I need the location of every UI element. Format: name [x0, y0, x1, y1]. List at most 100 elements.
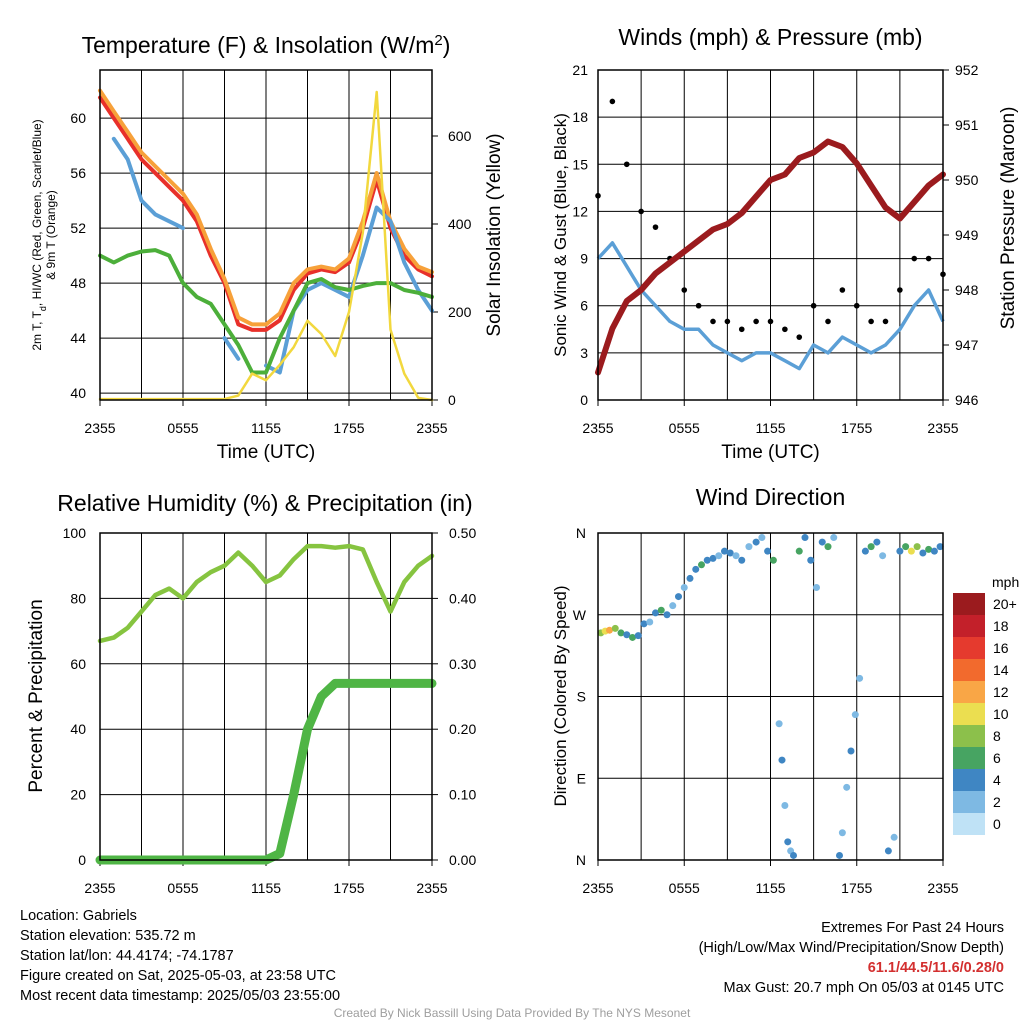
location-text: Location: Gabriels [20, 908, 137, 924]
dir-point [726, 549, 734, 557]
dir-point [732, 552, 740, 560]
wind-gust-point [681, 287, 688, 293]
wind-ytick-label: 18 [572, 109, 588, 125]
rh-ytick-label: 20 [70, 787, 86, 803]
extremes-title: Extremes For Past 24 Hours [821, 920, 1004, 936]
dir-xtick-label: 1755 [841, 880, 872, 896]
dir-ytick-label: E [577, 770, 586, 786]
dir-frame [597, 532, 944, 861]
legend-swatch [953, 637, 985, 659]
wind-ytick-label: 21 [572, 62, 588, 78]
dir-point [861, 547, 869, 555]
rh-ytick-label: 60 [70, 656, 86, 672]
legend-label: 2 [993, 794, 1001, 810]
legend-swatch [953, 593, 985, 615]
dir-point [824, 543, 832, 551]
wind-gust-point [911, 255, 918, 262]
wind-y2tick-label: 952 [955, 62, 979, 78]
temp-ytick-label: 56 [70, 165, 86, 181]
dir-point [709, 554, 717, 562]
dir-point [818, 538, 826, 546]
wind-gust-point [623, 161, 630, 168]
station-info: Location: Gabriels Station elevation: 53… [20, 906, 340, 1006]
wind-ytick-label: 3 [580, 345, 588, 361]
temp-xtick-label: 2355 [416, 420, 447, 436]
temp-xlabel: Time (UTC) [217, 442, 316, 463]
dir-point [867, 543, 875, 551]
wind-ytick-label: 6 [580, 298, 588, 314]
rh-ytick-label: 0 [78, 852, 86, 868]
rh-xtick-label: 1755 [333, 880, 364, 896]
temp-ylabel-sub: d [38, 306, 48, 311]
rh-xtick-label: 1155 [251, 880, 281, 896]
wind-ytick-label: 0 [580, 392, 588, 408]
wind-xtick-label: 2355 [582, 420, 613, 436]
dir-point [686, 574, 694, 582]
dir-point [692, 565, 700, 573]
dir-point [836, 851, 843, 859]
dir-point [721, 547, 728, 555]
wind-gust-point [724, 318, 731, 325]
legend-swatch [953, 813, 985, 835]
dir-point [652, 609, 659, 617]
created-text: Figure created on Sat, 2025-05-03, at 23… [20, 968, 336, 984]
dir-point [640, 620, 648, 628]
wind-gust-point [609, 98, 616, 105]
temp-ylabel: 2m T, Td, HI/WC (Red, Green, Scarlet/Blu… [30, 119, 58, 350]
recent-text: Most recent data timestamp: 2025/05/03 2… [20, 988, 341, 1004]
wind-ytick-label: 15 [572, 156, 588, 172]
wind-ytick-label: 12 [572, 203, 588, 219]
max-gust-text: Max Gust: 20.7 mph On 05/03 at 0145 UTC [723, 980, 1004, 996]
wind-gust-point [868, 318, 874, 325]
legend-label: 6 [993, 750, 1001, 766]
dir-point [617, 629, 625, 637]
temp-ylabel-line1: 2m T, T [30, 310, 44, 350]
dir-point [884, 847, 892, 855]
dir-point [873, 538, 881, 546]
dir-point [843, 783, 851, 791]
legend-label: 0 [993, 816, 1001, 832]
wind-y2tick-label: 948 [955, 282, 979, 298]
wind-y2tick-label: 951 [955, 117, 979, 133]
dir-title: Wind Direction [696, 484, 846, 510]
wind-gust-point [853, 302, 860, 309]
wind-gust-point [796, 334, 803, 340]
rh-frame [99, 532, 433, 861]
dir-point [745, 543, 753, 551]
rh-y2tick-label: 0.00 [449, 852, 476, 868]
dir-point [907, 547, 915, 555]
dir-point [663, 611, 671, 619]
rh-xtick-label: 2355 [84, 880, 115, 896]
pressure-line [595, 138, 946, 376]
dir-xtick-label: 1155 [755, 880, 785, 896]
legend-swatch [953, 681, 985, 703]
dir-xtick-label: 2355 [927, 880, 958, 896]
dir-ylabel: Direction (Colored By Speed) [551, 585, 570, 806]
temp-title-text: Temperature (F) & Insolation (W/m [82, 32, 435, 58]
dir-point [919, 549, 927, 557]
wind-y2label: Station Pressure (Maroon) [998, 107, 1019, 330]
temp-series-line-3 [98, 248, 434, 375]
dir-point [778, 756, 786, 764]
wind-y2tick-label: 950 [955, 172, 979, 188]
dir-point [646, 618, 654, 626]
legend-label: 8 [993, 728, 1001, 744]
legend-label: 12 [993, 684, 1009, 700]
wind-y2tick-label: 949 [955, 227, 979, 243]
legend-swatch [953, 747, 985, 769]
wind-xlabel: Time (UTC) [721, 442, 820, 463]
dir-point [784, 838, 792, 846]
temp-ytick-label: 40 [70, 385, 86, 401]
rh-xtick-label: 0555 [167, 880, 198, 896]
rh-ylabel: Percent & Precipitation [26, 599, 47, 792]
dir-point [680, 584, 688, 591]
rh-ytick-label: 40 [70, 721, 86, 737]
legend-swatch [953, 791, 985, 813]
dir-point [896, 547, 904, 555]
dir-point [838, 829, 846, 837]
temp-ytick-label: 48 [70, 275, 86, 291]
dir-point [698, 561, 705, 569]
dir-ytick-label: S [577, 689, 586, 705]
wind-xtick-label: 1155 [755, 420, 785, 436]
wind-y2tick-label: 946 [955, 392, 979, 408]
